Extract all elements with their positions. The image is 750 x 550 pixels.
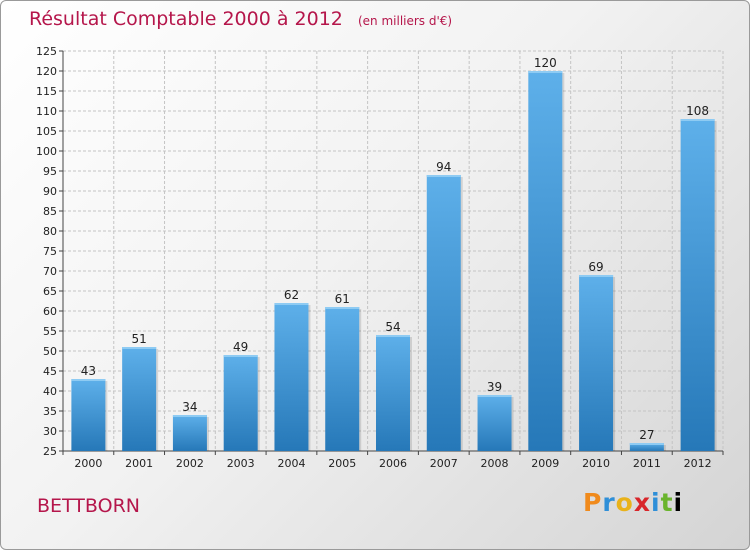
bar-top-highlight <box>71 379 106 381</box>
x-tick-label: 2000 <box>74 457 102 470</box>
title-unit: (en milliers d'€) <box>357 14 453 28</box>
bar-top-highlight <box>376 335 410 337</box>
x-tick-label: 2008 <box>481 457 509 470</box>
y-tick-label: 35 <box>43 405 57 418</box>
y-tick-label: 30 <box>43 425 57 438</box>
value-label: 43 <box>81 364 96 378</box>
x-tick-label: 2009 <box>531 457 559 470</box>
x-tick-label: 2002 <box>176 457 204 470</box>
bar-2008 <box>477 395 512 451</box>
y-tick-label: 100 <box>36 145 57 158</box>
y-tick-label: 85 <box>43 205 57 218</box>
chart-title: Résultat Comptable 2000 à 2012 (en milli… <box>29 8 452 30</box>
y-tick-label: 45 <box>43 365 57 378</box>
x-tick-label: 2005 <box>328 457 356 470</box>
value-label: 61 <box>335 292 350 306</box>
bar-2001 <box>122 347 157 451</box>
x-tick-label: 2007 <box>430 457 458 470</box>
bar-top-highlight <box>528 71 563 73</box>
bar-2006 <box>376 335 410 451</box>
value-label: 34 <box>182 400 197 414</box>
bar-top-highlight <box>680 119 715 121</box>
bar-top-highlight <box>629 443 664 445</box>
bar-2009 <box>528 71 563 451</box>
bar-2012 <box>680 119 715 451</box>
y-tick-label: 95 <box>43 165 57 178</box>
title-main: Résultat Comptable 2000 à 2012 <box>29 8 343 30</box>
y-tick-label: 75 <box>43 245 57 258</box>
labels: 25 30 35 40 45 50 55 60 65 70 75 80 85 90 95 100 105 110 1… <box>36 45 712 470</box>
y-tick-label: 60 <box>43 305 57 318</box>
value-label: 94 <box>436 160 451 174</box>
x-tick-label: 2012 <box>684 457 712 470</box>
value-label: 69 <box>588 260 603 274</box>
bar-top-highlight <box>223 355 258 357</box>
x-tick-label: 2003 <box>227 457 255 470</box>
y-tick-label: 50 <box>43 345 57 358</box>
bar-2002 <box>172 415 207 451</box>
bar-2003 <box>223 355 258 451</box>
bar-top-highlight <box>274 303 309 305</box>
x-tick-label: 2001 <box>125 457 153 470</box>
value-label: 108 <box>686 104 709 118</box>
y-tick-label: 65 <box>43 285 57 298</box>
bar-2007 <box>426 175 461 451</box>
value-label: 62 <box>284 288 299 302</box>
bars <box>71 71 717 451</box>
bar-top-highlight <box>477 395 512 397</box>
value-label: 120 <box>534 56 557 70</box>
x-tick-label: 2004 <box>277 457 305 470</box>
bar-2005 <box>325 307 360 451</box>
y-tick-label: 40 <box>43 385 57 398</box>
bar-top-highlight <box>579 275 614 277</box>
y-tick-label: 125 <box>36 45 57 58</box>
value-label: 39 <box>487 380 502 394</box>
bar-top-highlight <box>426 175 461 177</box>
bar-2004 <box>274 303 309 451</box>
y-tick-label: 120 <box>36 65 57 78</box>
y-tick-label: 115 <box>36 85 57 98</box>
bar-top-highlight <box>122 347 157 349</box>
bar-top-highlight <box>172 415 207 417</box>
y-tick-label: 90 <box>43 185 57 198</box>
y-tick-label: 80 <box>43 225 57 238</box>
y-tick-label: 105 <box>36 125 57 138</box>
y-tick-label: 25 <box>43 445 57 458</box>
value-label: 27 <box>639 428 654 442</box>
value-label: 54 <box>385 320 400 334</box>
x-tick-label: 2010 <box>582 457 610 470</box>
x-tick-label: 2006 <box>379 457 407 470</box>
proxiti-logo: Proxiti <box>583 488 684 517</box>
x-tick-label: 2011 <box>633 457 661 470</box>
value-label: 49 <box>233 340 248 354</box>
bar-2011 <box>629 443 664 451</box>
y-tick-label: 110 <box>36 105 57 118</box>
y-tick-label: 55 <box>43 325 57 338</box>
bar-top-highlight <box>325 307 360 309</box>
bar-2010 <box>579 275 614 451</box>
bar-2000 <box>71 379 106 451</box>
value-label: 51 <box>132 332 147 346</box>
y-tick-label: 70 <box>43 265 57 278</box>
commune-name: BETTBORN <box>37 495 140 517</box>
